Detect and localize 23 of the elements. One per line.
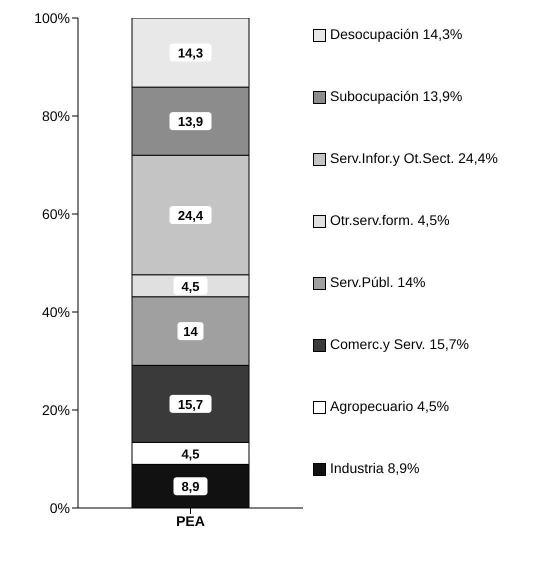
legend-label: Desocupación 14,3% xyxy=(330,26,462,42)
legend-label: Subocupación 13,9% xyxy=(330,88,462,104)
data-label: 4,5 xyxy=(181,278,200,294)
legend-label: Serv.Infor.y Ot.Sect. 24,4% xyxy=(330,150,498,166)
data-label: 13,9 xyxy=(178,114,204,130)
legend-label: Agropecuario 4,5% xyxy=(330,398,450,414)
y-tick-label: 0% xyxy=(50,500,70,516)
data-label: 14 xyxy=(183,324,198,340)
y-tick-label: 60% xyxy=(42,206,70,222)
y-tick-label: 80% xyxy=(42,108,70,124)
y-tick-label: 100% xyxy=(34,10,70,26)
data-label: 15,7 xyxy=(178,396,204,412)
legend-label: Serv.Públ. 14% xyxy=(330,274,426,290)
y-tick-label: 40% xyxy=(42,304,70,320)
legend-label: Otr.serv.form. 4,5% xyxy=(330,212,450,228)
legend-label: Comerc.y Serv. 15,7% xyxy=(330,336,470,352)
y-tick-label: 20% xyxy=(42,402,70,418)
x-tick-label: PEA xyxy=(176,512,205,529)
data-label: 24,4 xyxy=(178,208,204,223)
data-label: 4,5 xyxy=(181,446,200,462)
legend-label: Industria 8,9% xyxy=(330,460,420,476)
data-label: 14,3 xyxy=(178,46,204,61)
data-label: 8,9 xyxy=(181,479,200,494)
